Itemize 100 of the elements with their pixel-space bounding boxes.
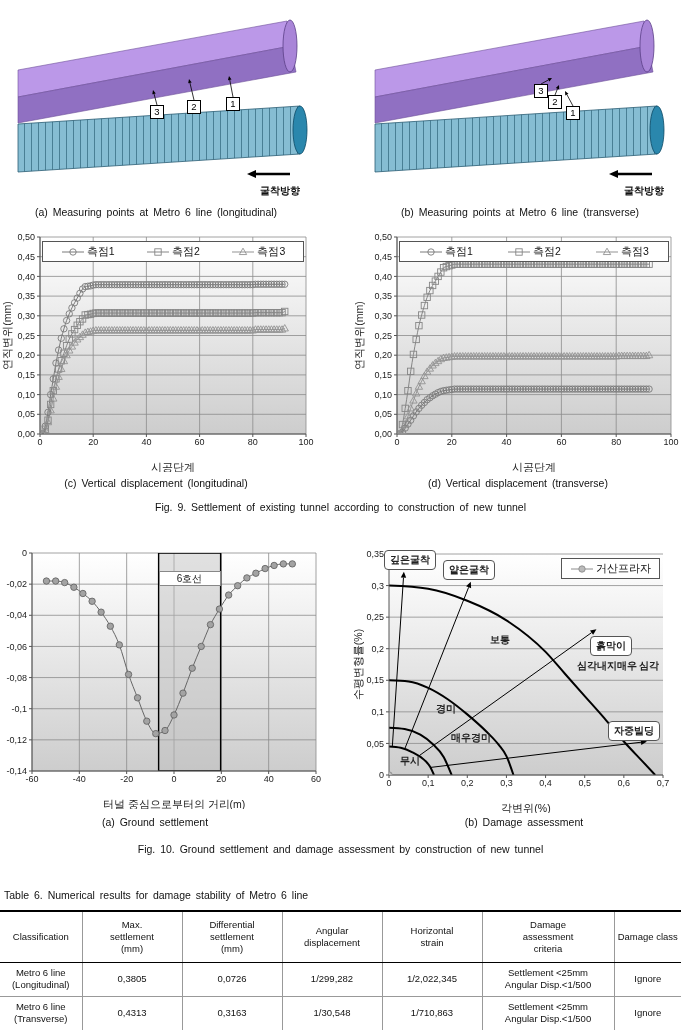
point — [206, 620, 215, 629]
y-tick-label: 0,15 — [366, 675, 384, 686]
point — [225, 591, 233, 599]
y-tick-label: -0,1 — [11, 703, 27, 714]
annotation: 보통 — [489, 632, 510, 647]
point — [115, 641, 123, 649]
y-tick-label: 0,15 — [17, 370, 35, 381]
x-tick-label: 20 — [88, 437, 99, 448]
y-tick-label: -0,06 — [6, 641, 27, 652]
y-tick-label: 0,05 — [374, 409, 392, 420]
text: 3 — [534, 84, 548, 98]
category-label: Differential settlement (mm) — [208, 918, 256, 955]
annotation: 심각내지매우 심각 — [576, 658, 660, 673]
text: Ignore — [634, 973, 662, 984]
y-tick-label: 0,40 — [17, 271, 35, 282]
text: Table 6. Numerical results for damage stability of Metro 6 line — [4, 889, 309, 901]
y-tick-label: 0,05 — [17, 409, 35, 420]
point — [97, 608, 105, 616]
point — [270, 561, 278, 570]
point — [215, 605, 224, 613]
x-tick-label: 0,5 — [578, 778, 591, 789]
point — [88, 597, 96, 605]
x-tick-label: 0,3 — [500, 778, 513, 789]
y-tick-label: 0,45 — [17, 251, 35, 262]
y-tick-label: -0,02 — [6, 579, 27, 590]
x-axis-title: 시공단계 — [151, 461, 195, 473]
point — [252, 569, 260, 577]
y-tick-label: 0,30 — [17, 310, 35, 321]
legend-label: 거산프라자 — [596, 561, 651, 576]
text: Settlement <25mm Angular Disp.<1/500 — [504, 1001, 592, 1024]
line-series — [389, 584, 657, 775]
y-tick-label: 0,30 — [374, 310, 392, 321]
text: 0,3805 — [117, 973, 147, 984]
text: 굴착방향 — [260, 184, 300, 198]
point — [42, 577, 51, 585]
annotation: 경미 — [435, 701, 456, 716]
x-tick-label: 20 — [216, 774, 227, 785]
y-tick-label: 0,2 — [371, 643, 384, 654]
x-tick-label: 0,1 — [421, 778, 435, 789]
x-tick-label: 0,2 — [461, 778, 474, 789]
point — [243, 574, 251, 582]
point — [152, 729, 160, 738]
point — [106, 622, 114, 630]
y-tick-label: 0,05 — [366, 738, 384, 749]
point — [70, 583, 78, 591]
y-tick-label: 0,00 — [374, 429, 392, 440]
point — [197, 642, 205, 651]
legend-label: 측점3 — [621, 244, 649, 259]
annotation: 얕은굴착 — [442, 559, 495, 580]
legend-label: 측점3 — [257, 244, 286, 259]
category-label: Damage assessment criteria — [521, 918, 575, 955]
x-tick-label: 0 — [37, 437, 43, 448]
y-tick-label: 0,25 — [366, 612, 384, 623]
y-tick-label: 0,10 — [374, 389, 392, 400]
y-tick-label: 0,35 — [374, 291, 392, 302]
band-label: 6호선 — [176, 571, 203, 586]
line-series — [389, 679, 515, 775]
text: 1/30,548 — [313, 1007, 351, 1018]
point — [161, 726, 169, 735]
category-label: Max. settlement (mm) — [109, 918, 155, 955]
y-tick-label: 0,1 — [371, 707, 384, 718]
y-tick-label: 0,25 — [17, 330, 35, 341]
x-tick-label: 0,4 — [539, 778, 552, 789]
y-tick-label: 0,50 — [374, 232, 392, 243]
x-tick-label: 0,6 — [617, 778, 631, 789]
point — [52, 577, 60, 585]
y-tick-label: 0,10 — [17, 389, 35, 400]
point — [288, 560, 296, 568]
x-tick-label: 80 — [611, 437, 622, 448]
category-label: Damage class — [617, 930, 678, 943]
x-tick-label: 60 — [194, 437, 205, 448]
y-tick-label: 0,20 — [17, 350, 35, 361]
y-tick-label: 0,45 — [374, 251, 392, 262]
text: (c) Vertical displacement (longitudinal) — [63, 476, 249, 490]
x-tick-label: -40 — [72, 774, 86, 785]
y-tick-label: 0,3 — [371, 580, 384, 591]
point — [79, 589, 87, 598]
point — [261, 564, 269, 573]
point — [143, 717, 151, 725]
text: 0,3163 — [217, 1007, 247, 1018]
category-label: Metro 6 line (Transverse) — [14, 1001, 68, 1024]
y-tick-label: 0,00 — [17, 429, 35, 440]
y-tick-label: -0,08 — [6, 672, 27, 683]
y-tick-label: 0,50 — [17, 232, 35, 243]
point — [170, 711, 178, 719]
x-tick-label: -20 — [120, 774, 134, 785]
category-label: Angular displacement — [303, 924, 361, 949]
caption: Fig. 10. Ground settlement and damage assessment by construction of new tunnel — [136, 842, 545, 856]
caption: Fig. 9. Settlement of existing tunnel according to construction of new tunnel — [153, 500, 527, 514]
y-axis-title: 연직변위(mm) — [352, 301, 365, 370]
x-tick-label: 80 — [247, 437, 258, 448]
category-label: Metro 6 line (Longitudinal) — [11, 967, 70, 990]
point — [124, 670, 133, 679]
point — [188, 664, 196, 672]
point — [179, 689, 187, 697]
x-tick-label: 0 — [394, 437, 400, 448]
y-tick-label: 0,20 — [374, 350, 392, 361]
x-tick-label: 40 — [263, 774, 274, 785]
text: 0,4313 — [117, 1007, 147, 1018]
text: (a) Ground settlement — [100, 815, 210, 829]
